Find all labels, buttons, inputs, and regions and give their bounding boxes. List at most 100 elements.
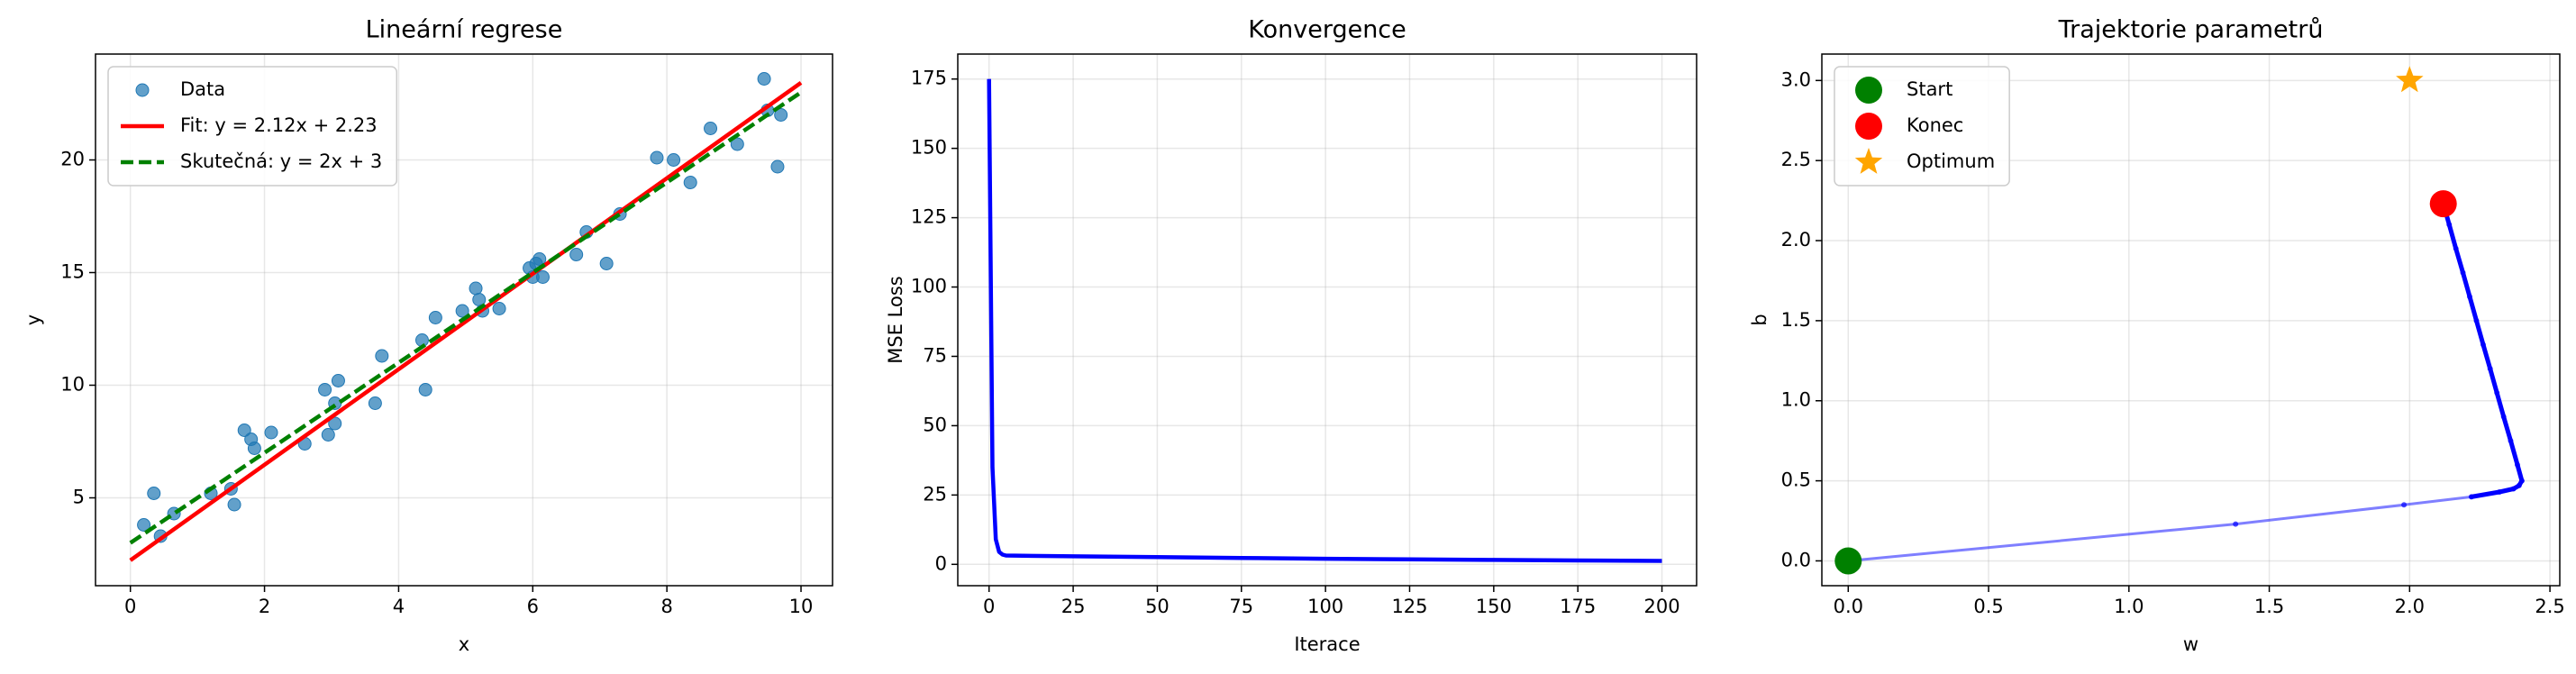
scatter-point — [667, 153, 681, 167]
x-tick-label: 25 — [1061, 596, 1086, 617]
x-tick-label: 125 — [1391, 596, 1427, 617]
scatter-point — [247, 442, 261, 455]
scatter-point — [237, 424, 251, 437]
trajectory-dense — [2515, 462, 2525, 484]
trajectory-point — [2494, 389, 2500, 396]
chart-title: Lineární regrese — [366, 16, 563, 44]
scatter-point — [318, 383, 332, 396]
axes-frame — [95, 53, 833, 587]
y-tick-label: 50 — [923, 414, 947, 435]
chart-title: Konvergence — [1248, 16, 1406, 44]
x-tick-label: 4 — [393, 596, 405, 617]
y-tick-label: 15 — [60, 261, 85, 283]
big-marker — [1834, 547, 1862, 575]
legend-label: Konec — [1907, 114, 1963, 136]
axes-frame — [957, 53, 1698, 587]
scatter-point — [774, 108, 788, 122]
y-tick-label: 3.0 — [1781, 68, 1811, 90]
y-tick-label: 0 — [935, 552, 947, 574]
trajectory-dense — [2446, 222, 2459, 251]
scatter-point — [137, 518, 151, 532]
x-tick-label: 2.5 — [2535, 596, 2564, 617]
scatter-point — [368, 396, 382, 410]
y-tick-label: 75 — [923, 344, 947, 366]
scatter-point — [492, 302, 506, 315]
y-tick-label: 175 — [911, 68, 947, 89]
y-tick-label: 5 — [73, 487, 85, 508]
plot-area — [987, 78, 1662, 563]
legend-marker — [1854, 148, 1883, 174]
trajectory-point — [2453, 245, 2459, 251]
trajectory-point — [2518, 478, 2525, 484]
x-tick-label: 1.0 — [2114, 596, 2144, 617]
legend-marker — [135, 83, 150, 97]
legend-label: Data — [180, 78, 225, 100]
big-marker — [2429, 190, 2457, 218]
scatter-point — [264, 425, 278, 440]
x-axis-label: w — [2183, 633, 2198, 655]
trajectory-point — [2508, 438, 2514, 444]
scatter-point — [683, 176, 697, 189]
scatter-point — [328, 416, 342, 431]
scatter-point — [569, 248, 584, 261]
x-tick-label: 1.5 — [2254, 596, 2284, 617]
x-tick-label: 0.0 — [1834, 596, 1863, 617]
x-axis-label: x — [459, 633, 469, 655]
scatter-point — [757, 72, 771, 86]
x-tick-label: 50 — [1145, 596, 1170, 617]
x-axis-label: Iterace — [1294, 633, 1360, 655]
axes-frame — [1821, 53, 2561, 587]
scatter-point — [532, 252, 547, 266]
scatter-point — [428, 311, 442, 324]
scatter-point — [418, 383, 432, 396]
scatter-point — [321, 428, 335, 442]
trajectory-dense — [2494, 390, 2507, 419]
scatter-point — [147, 487, 161, 500]
y-tick-label: 10 — [60, 374, 85, 396]
trajectory-point — [2500, 414, 2507, 420]
trajectory-point — [2233, 521, 2239, 527]
y-tick-label: 100 — [911, 276, 947, 297]
trajectory-point — [2401, 502, 2408, 508]
trajectory-point — [2473, 317, 2480, 323]
y-tick-label: 2.0 — [1781, 229, 1811, 250]
y-tick-label: 1.0 — [1781, 389, 1811, 411]
scatter-point — [770, 159, 785, 174]
y-axis-label: y — [23, 314, 44, 325]
trajectory-point — [2460, 269, 2466, 276]
y-tick-label: 0.5 — [1781, 469, 1811, 491]
y-axis-label: MSE Loss — [885, 276, 906, 363]
y-tick-label: 1.5 — [1781, 309, 1811, 331]
trajectory-line — [1848, 203, 2524, 562]
trajectory-dense — [2453, 246, 2465, 276]
y-tick-label: 2.5 — [1781, 149, 1811, 170]
trajectory-point — [2497, 489, 2503, 496]
x-tick-label: 6 — [527, 596, 539, 617]
x-tick-label: 0 — [983, 596, 995, 617]
legend-label: Fit: y = 2.12x + 2.23 — [180, 114, 378, 136]
scatter-point — [375, 349, 389, 363]
trajectory-dense — [2488, 366, 2499, 396]
legend-label: Start — [1907, 78, 1952, 100]
series-line — [987, 78, 1662, 563]
legend-label: Optimum — [1907, 150, 1995, 172]
trajectory-dense — [2474, 318, 2486, 347]
x-tick-label: 0 — [124, 596, 136, 617]
chart-title: Trajektorie parametrů — [2058, 16, 2324, 44]
scatter-point — [730, 137, 744, 151]
x-tick-label: 10 — [789, 596, 814, 617]
trajectory-point — [2468, 494, 2474, 500]
trajectory-point — [2487, 366, 2493, 372]
plot-area — [129, 72, 803, 562]
trajectory-point — [2480, 342, 2486, 348]
legend-box — [107, 66, 398, 187]
y-tick-label: 150 — [911, 137, 947, 159]
trajectory-point — [2514, 461, 2520, 468]
y-tick-label: 125 — [911, 206, 947, 228]
y-tick-label: 25 — [923, 483, 947, 505]
trajectory-dense — [2469, 489, 2502, 499]
series-line — [129, 90, 803, 545]
x-tick-label: 8 — [660, 596, 672, 617]
